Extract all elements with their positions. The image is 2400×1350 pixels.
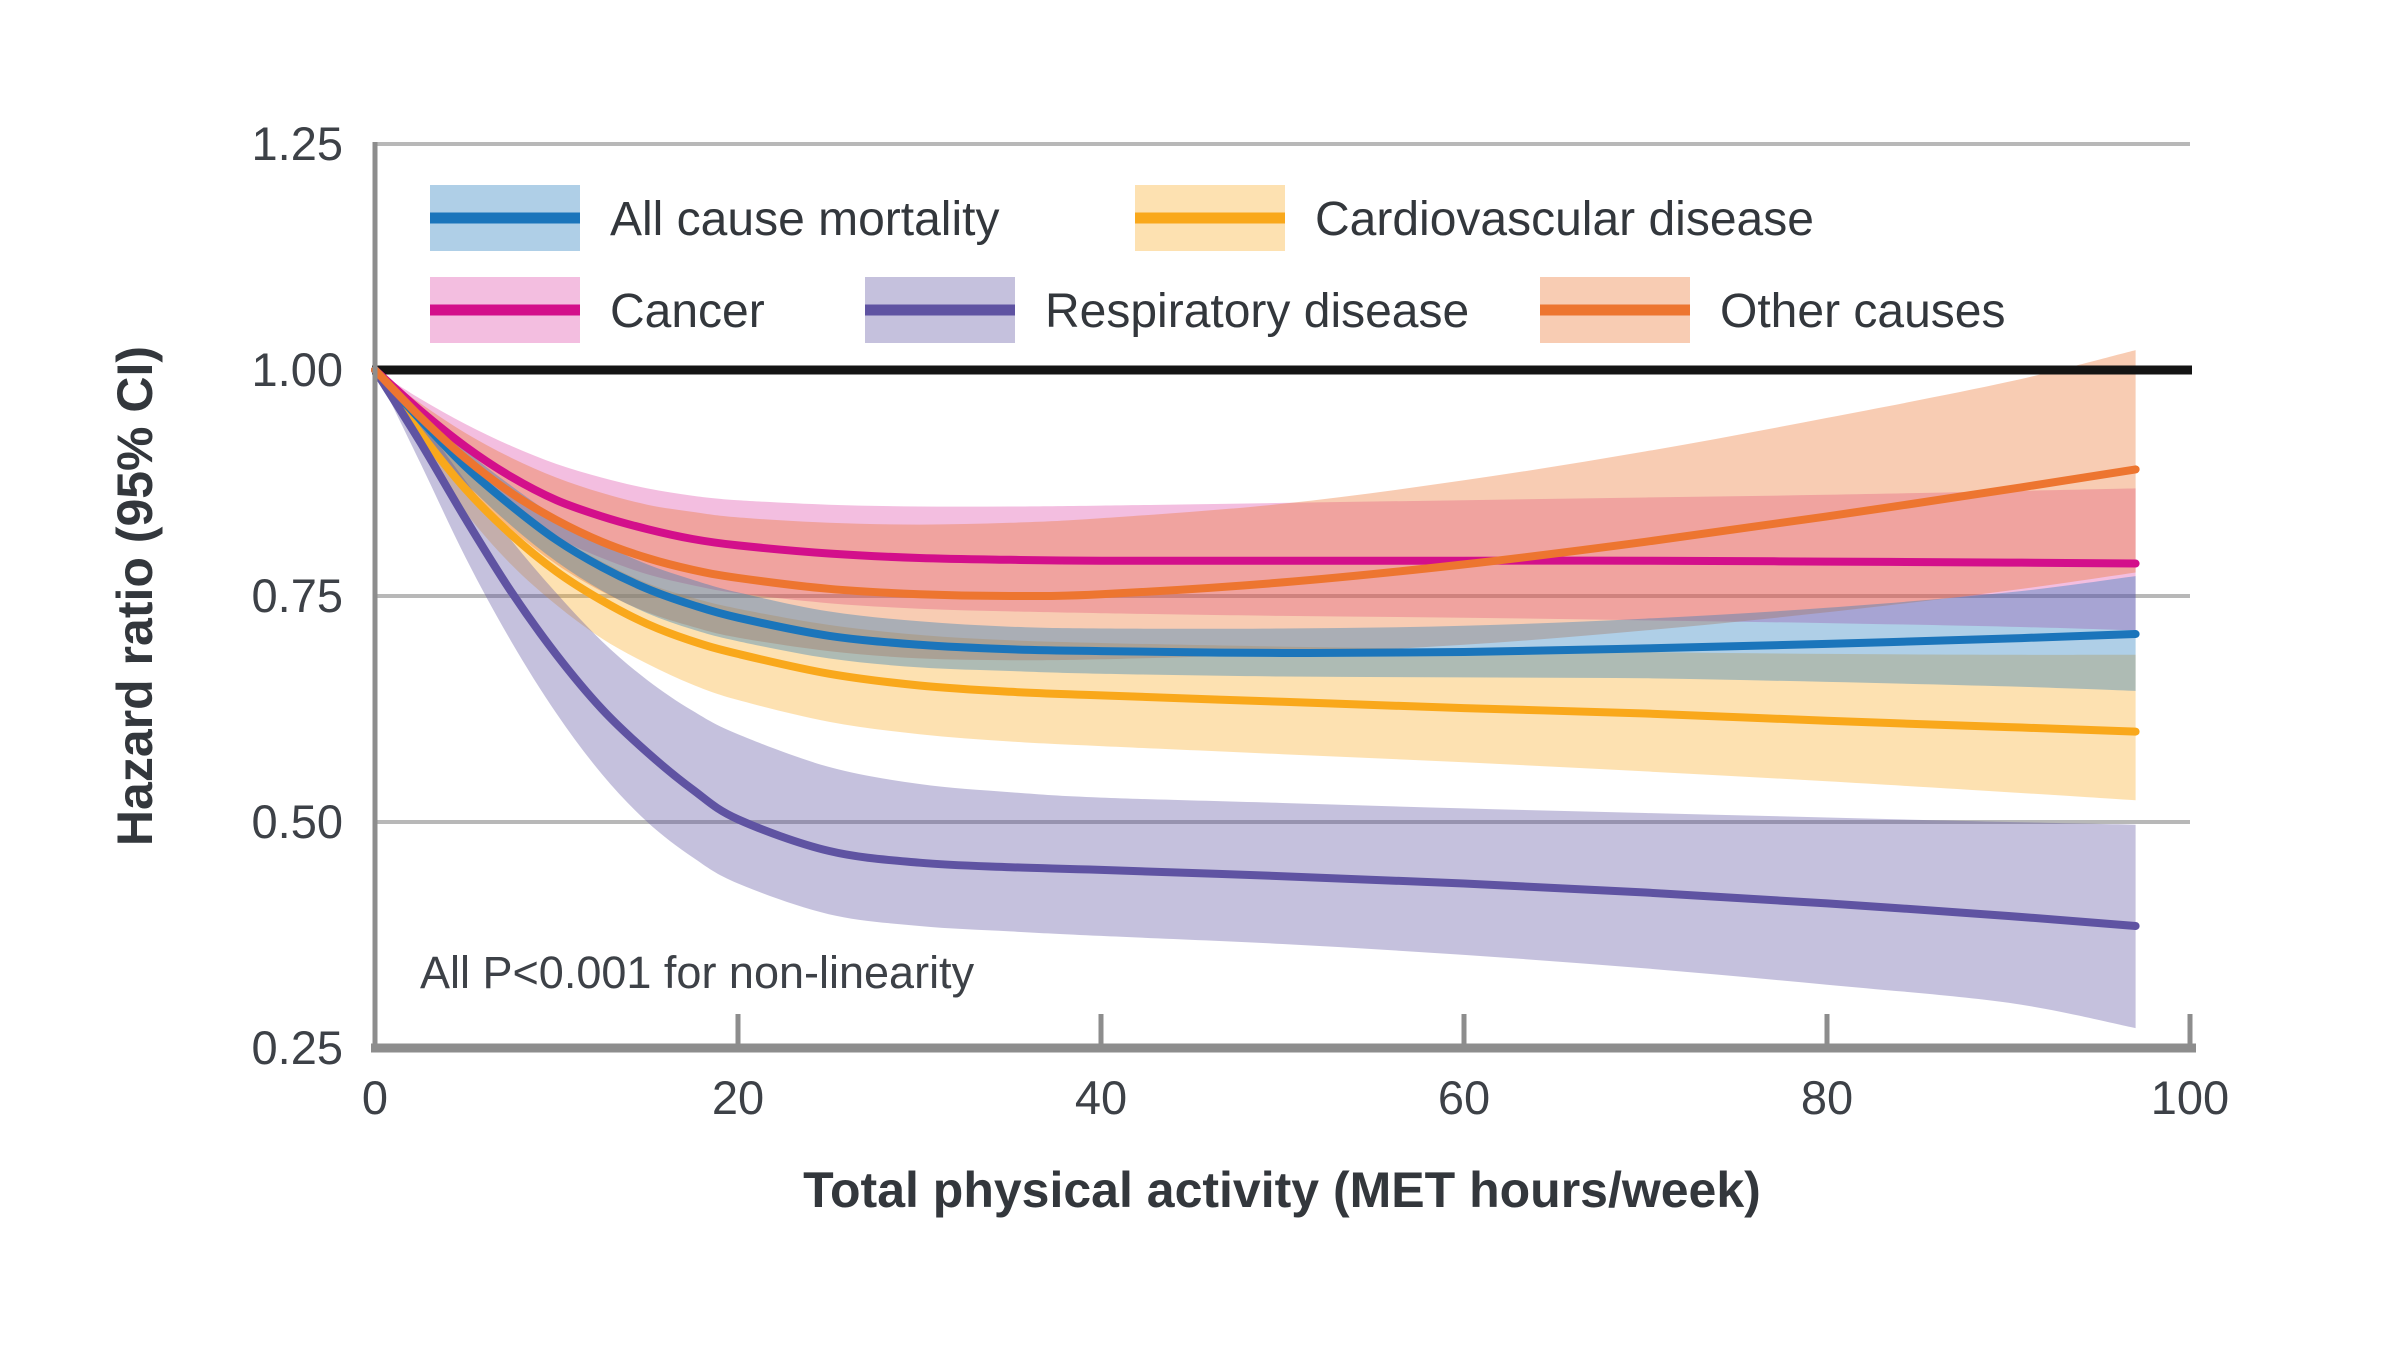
other-causes-legend-label: Other causes: [1720, 285, 2005, 338]
x-axis-title: Total physical activity (MET hours/week): [803, 1162, 1761, 1218]
legend: All cause mortality Cardiovascular diseas…: [430, 185, 2005, 343]
y-tick-label-1.25: 1.25: [252, 117, 343, 170]
y-tick-label-0.25: 0.25: [252, 1021, 343, 1074]
y-tick-label-0.50: 0.50: [252, 795, 343, 848]
legend-item-cancer: Cancer: [430, 277, 765, 343]
other-causes-ci-band: [375, 350, 2136, 661]
cancer-ci-band: [375, 370, 2136, 631]
respiratory-disease-legend-label: Respiratory disease: [1045, 285, 1469, 338]
legend-item-other-causes: Other causes: [1540, 277, 2005, 343]
all-cause-mortality-line: [371, 366, 2140, 658]
x-tick-label-40: 40: [1075, 1071, 1127, 1124]
legend-item-all-cause-mortality: All cause mortality: [430, 185, 999, 251]
cardiovascular-disease-legend-label: Cardiovascular disease: [1315, 193, 1814, 246]
x-tick-label-20: 20: [712, 1071, 764, 1124]
legend-item-respiratory-disease: Respiratory disease: [865, 277, 1469, 343]
cardiovascular-disease-ci-band: [375, 370, 2136, 801]
all-cause-mortality-legend-label: All cause mortality: [610, 193, 999, 246]
x-tick-label-60: 60: [1438, 1071, 1490, 1124]
respiratory-disease-ci-band: [375, 370, 2136, 1029]
x-tick-label-100: 100: [2151, 1071, 2229, 1124]
y-tick-label-1.00: 1.00: [252, 343, 343, 396]
cancer-line: [371, 366, 2140, 568]
legend-item-cardiovascular-disease: Cardiovascular disease: [1135, 185, 1814, 251]
all-cause-mortality-ci-band: [375, 370, 2136, 691]
other-causes-line: [371, 366, 2140, 601]
cancer-legend-label: Cancer: [610, 285, 765, 338]
cardiovascular-disease-line: [371, 366, 2140, 736]
chart-plot-area: 0 20 40 60 80 100 1.25 1.00 0.75 0.50 0.25 All caus…: [252, 117, 2230, 1124]
y-tick-label-0.75: 0.75: [252, 569, 343, 622]
respiratory-disease-line: [371, 366, 2140, 930]
y-axis-title: Hazard ratio (95% CI): [107, 346, 163, 846]
x-tick-label-80: 80: [1801, 1071, 1853, 1124]
nonlinearity-annotation: All P<0.001 for non-linearity: [420, 947, 975, 998]
x-tick-label-0: 0: [362, 1071, 388, 1124]
